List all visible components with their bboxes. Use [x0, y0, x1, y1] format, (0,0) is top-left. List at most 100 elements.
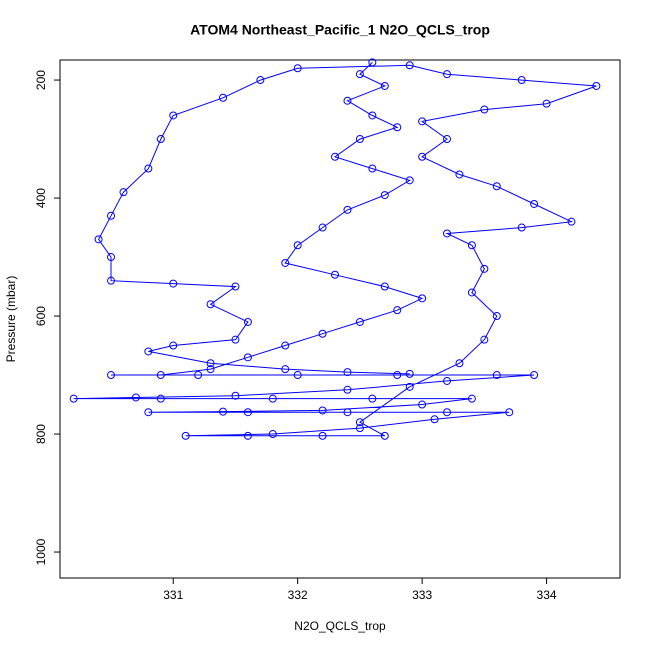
- data-point: [144, 408, 153, 417]
- x-axis-label: N2O_QCLS_trop: [294, 619, 386, 633]
- data-point: [405, 369, 414, 378]
- data-point: [231, 335, 240, 344]
- data-point: [530, 371, 539, 380]
- data-point: [107, 276, 116, 285]
- data-point: [405, 382, 414, 391]
- data-point: [355, 418, 364, 427]
- data-point: [355, 70, 364, 79]
- data-point: [268, 430, 277, 439]
- data-point: [293, 371, 302, 380]
- data-point: [380, 81, 389, 90]
- y-tick-label: 1000: [34, 538, 48, 565]
- x-tick-label: 334: [537, 588, 557, 602]
- data-point: [480, 105, 489, 114]
- data-point: [293, 241, 302, 250]
- data-point: [505, 408, 514, 417]
- data-point: [480, 264, 489, 273]
- data-point: [206, 365, 215, 374]
- y-tick-label: 600: [34, 306, 48, 326]
- data-point: [169, 111, 178, 120]
- plot-frame: [59, 59, 621, 579]
- data-point: [318, 223, 327, 232]
- data-point: [567, 217, 576, 226]
- data-point: [368, 111, 377, 120]
- y-axis-label: Pressure (mbar): [4, 276, 18, 363]
- data-point: [343, 385, 352, 394]
- data-point: [231, 282, 240, 291]
- data-point: [243, 317, 252, 326]
- data-point: [443, 135, 452, 144]
- data-point: [107, 211, 116, 220]
- data-point: [181, 431, 190, 440]
- data-point: [156, 394, 165, 403]
- data-point: [355, 424, 364, 433]
- data-point: [492, 312, 501, 321]
- data-point: [418, 294, 427, 303]
- data-point: [530, 199, 539, 208]
- data-point: [343, 368, 352, 377]
- data-point: [467, 394, 476, 403]
- data-point: [418, 117, 427, 126]
- data-point: [219, 93, 228, 102]
- data-point: [194, 371, 203, 380]
- data-point: [393, 371, 402, 380]
- data-point: [480, 335, 489, 344]
- data-point: [517, 223, 526, 232]
- x-tick-label: 333: [412, 588, 432, 602]
- data-point: [492, 182, 501, 191]
- data-point: [219, 407, 228, 416]
- data-point: [418, 152, 427, 161]
- data-point: [430, 415, 439, 424]
- x-tick-label: 332: [288, 588, 308, 602]
- data-point: [517, 76, 526, 85]
- y-tick-label: 200: [34, 70, 48, 90]
- data-point: [443, 376, 452, 385]
- data-point: [418, 400, 427, 409]
- data-point: [318, 406, 327, 415]
- data-point: [368, 164, 377, 173]
- data-point: [206, 300, 215, 309]
- data-point: [243, 408, 252, 417]
- data-point: [156, 135, 165, 144]
- x-tick-label: 331: [163, 588, 183, 602]
- data-point: [281, 258, 290, 267]
- data-point: [268, 394, 277, 403]
- data-point: [331, 152, 340, 161]
- data-point: [206, 359, 215, 368]
- data-point: [380, 191, 389, 200]
- data-point: [455, 170, 464, 179]
- data-point: [131, 393, 140, 402]
- data-point: [443, 408, 452, 417]
- data-point: [343, 408, 352, 417]
- data-point: [405, 176, 414, 185]
- data-point: [592, 81, 601, 90]
- data-point: [355, 135, 364, 144]
- data-point: [169, 341, 178, 350]
- data-point: [331, 270, 340, 279]
- data-point: [467, 241, 476, 250]
- data-point: [393, 123, 402, 132]
- data-point: [94, 235, 103, 244]
- data-point: [343, 205, 352, 214]
- data-point: [156, 371, 165, 380]
- data-point: [119, 188, 128, 197]
- data-point: [107, 371, 116, 380]
- data-point: [368, 394, 377, 403]
- data-point: [355, 317, 364, 326]
- data-point: [393, 306, 402, 315]
- data-point: [318, 431, 327, 440]
- data-point: [380, 282, 389, 291]
- data-point: [542, 99, 551, 108]
- series-line: [73, 62, 597, 437]
- data-point: [405, 61, 414, 70]
- data-point: [492, 371, 501, 380]
- data-point: [443, 229, 452, 238]
- y-tick-label: 400: [34, 188, 48, 208]
- data-point: [69, 394, 78, 403]
- data-point: [169, 279, 178, 288]
- data-point: [380, 431, 389, 440]
- data-point: [243, 431, 252, 440]
- data-point: [144, 347, 153, 356]
